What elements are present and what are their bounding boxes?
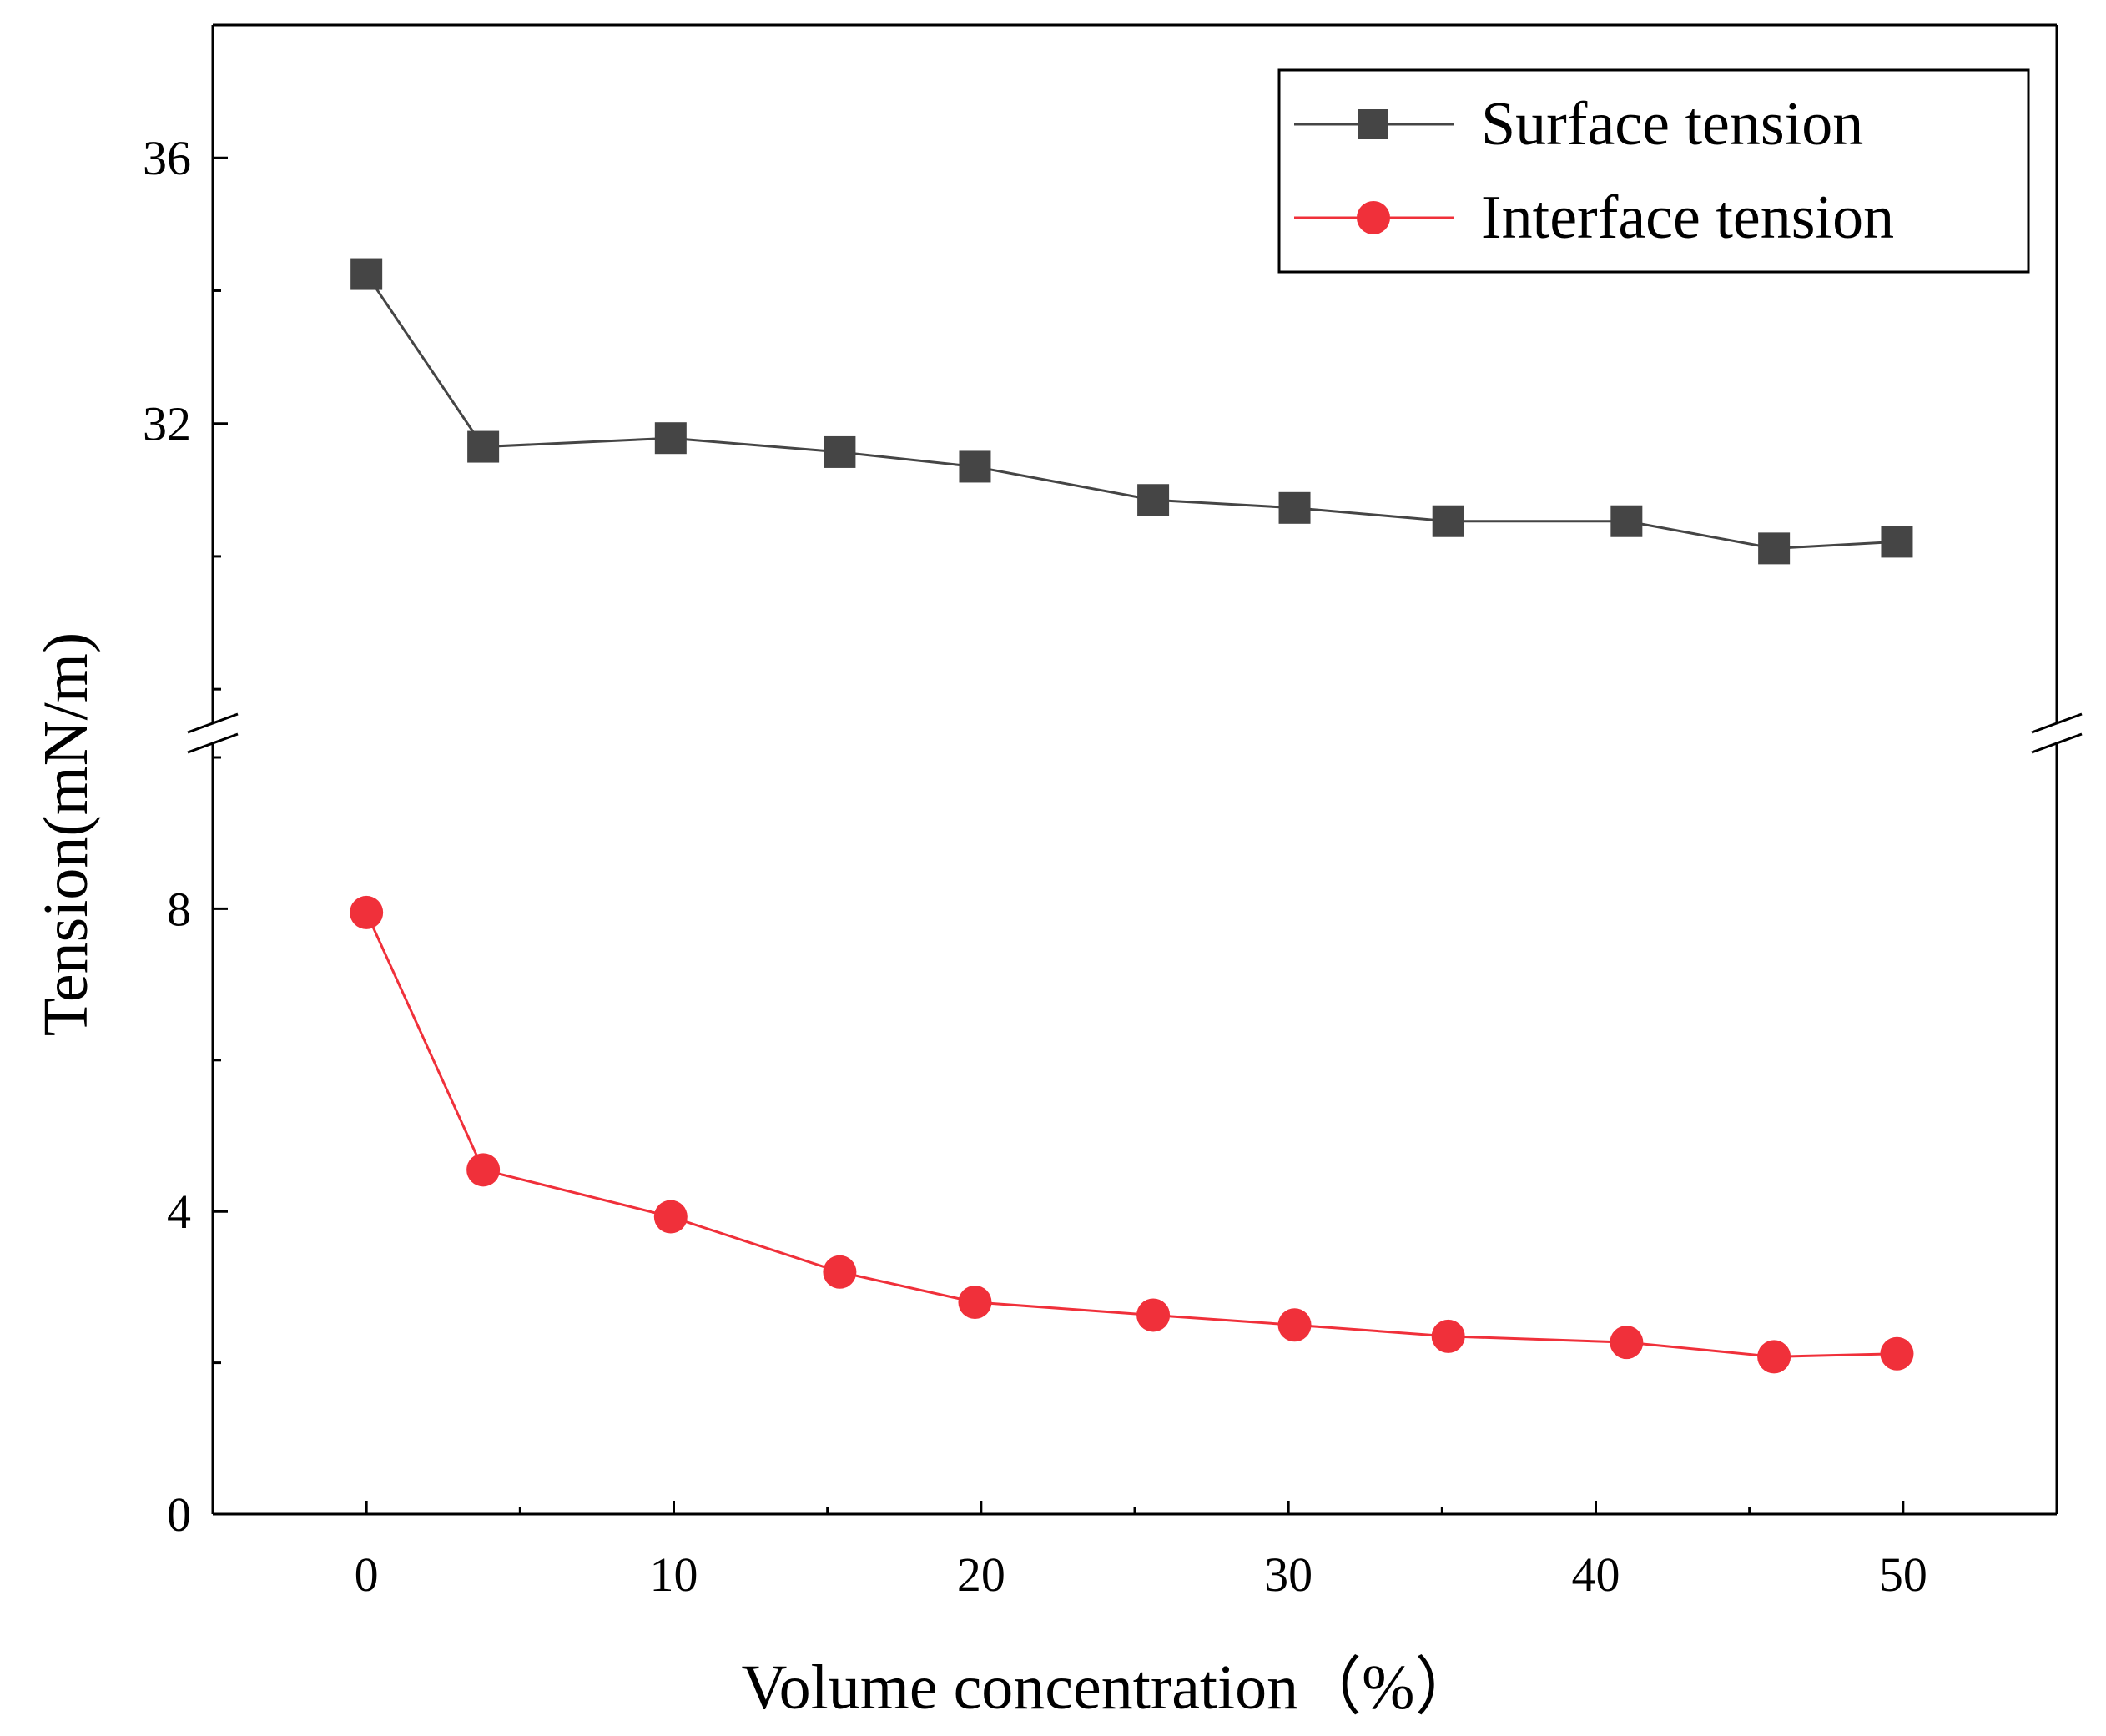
data-point <box>1880 1336 1914 1371</box>
data-point <box>823 1255 857 1289</box>
data-point <box>1431 1319 1465 1353</box>
data-point <box>1758 532 1791 565</box>
series-interface-tension <box>350 895 1914 1374</box>
axis-break-mark-right-lower <box>2031 732 2083 754</box>
axis-break-mark-right-upper <box>2031 712 2083 734</box>
data-point <box>1136 1298 1171 1332</box>
data-point <box>1610 1326 1644 1360</box>
legend: Surface tension Interface tension <box>1277 68 2030 274</box>
x-tick-label: 0 <box>355 1547 379 1602</box>
y-tick-label: 36 <box>143 131 191 185</box>
data-point <box>350 895 384 929</box>
data-point <box>653 1200 688 1234</box>
data-point <box>1137 484 1170 516</box>
data-point <box>466 1153 501 1187</box>
data-point <box>350 258 383 290</box>
series-surface-tension <box>350 258 1913 565</box>
data-point <box>1610 505 1643 537</box>
x-tick-label: 30 <box>1264 1547 1312 1602</box>
x-tick-label: 20 <box>957 1547 1005 1602</box>
data-point <box>958 1286 992 1320</box>
legend-label-surface: Surface tension <box>1481 90 1863 159</box>
x-axis: 0 10 20 30 40 50 <box>211 1501 2058 1602</box>
legend-box <box>1277 68 2030 274</box>
data-point <box>1277 1308 1312 1342</box>
series-layer <box>350 258 1914 1374</box>
data-point <box>1278 491 1311 524</box>
y-tick-label: 4 <box>167 1185 191 1239</box>
axis-break-mark-left-lower <box>187 732 239 754</box>
y-tick-label: 8 <box>167 882 191 936</box>
x-tick-label: 50 <box>1879 1547 1927 1602</box>
x-axis-title: Volume concentration（%） <box>742 1653 1479 1723</box>
data-point <box>1881 526 1913 558</box>
x-tick-label: 40 <box>1572 1547 1620 1602</box>
data-point <box>654 422 687 455</box>
data-point <box>1757 1340 1791 1374</box>
y-axis: 32 36 0 4 8 <box>143 23 228 1542</box>
y-tick-label: 32 <box>143 397 191 451</box>
data-point <box>467 430 500 463</box>
data-point <box>824 435 856 468</box>
legend-marker-interface <box>1357 201 1390 234</box>
legend-label-interface: Interface tension <box>1481 184 1894 252</box>
legend-marker-surface <box>1358 109 1388 139</box>
y-tick-label: 0 <box>167 1487 191 1542</box>
data-point <box>1432 505 1464 537</box>
x-tick-label: 10 <box>650 1547 698 1602</box>
data-point <box>959 450 991 483</box>
y-axis-title: Tension(mN/m) <box>31 632 101 1036</box>
axis-break-mark-left-upper <box>187 712 239 734</box>
